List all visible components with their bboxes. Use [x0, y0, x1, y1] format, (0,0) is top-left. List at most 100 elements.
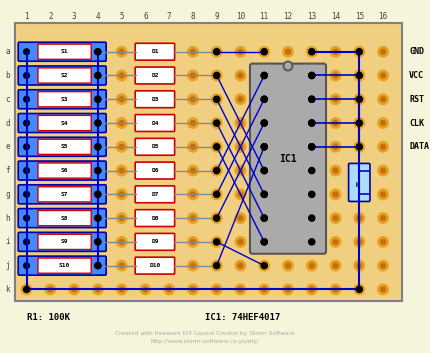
Circle shape: [308, 49, 314, 55]
Circle shape: [329, 70, 340, 81]
FancyBboxPatch shape: [18, 185, 106, 204]
Text: Created with freeware DIY Layout Creator by Storm Software: Created with freeware DIY Layout Creator…: [115, 331, 294, 336]
Circle shape: [166, 192, 171, 197]
Text: h: h: [5, 214, 10, 223]
Circle shape: [258, 165, 269, 176]
Circle shape: [140, 165, 150, 176]
Circle shape: [353, 261, 364, 271]
Text: D2: D2: [151, 73, 158, 78]
Circle shape: [214, 144, 218, 149]
Text: d: d: [5, 119, 10, 127]
FancyBboxPatch shape: [38, 187, 91, 202]
Circle shape: [116, 261, 126, 271]
Circle shape: [24, 73, 29, 78]
Circle shape: [71, 192, 76, 197]
Circle shape: [282, 213, 292, 223]
Circle shape: [187, 70, 198, 81]
Circle shape: [282, 47, 292, 57]
Circle shape: [332, 121, 337, 125]
Circle shape: [95, 263, 101, 269]
Circle shape: [21, 284, 32, 295]
Circle shape: [237, 144, 242, 149]
Circle shape: [235, 142, 245, 152]
Circle shape: [309, 97, 313, 102]
Circle shape: [92, 142, 103, 152]
Circle shape: [24, 168, 29, 173]
Circle shape: [261, 120, 267, 126]
Circle shape: [214, 192, 218, 197]
Circle shape: [285, 63, 290, 69]
Circle shape: [380, 216, 384, 221]
Circle shape: [45, 118, 55, 128]
Circle shape: [306, 94, 316, 104]
Circle shape: [187, 142, 198, 152]
Circle shape: [308, 120, 314, 126]
Circle shape: [261, 239, 267, 245]
Circle shape: [71, 144, 76, 149]
Circle shape: [140, 118, 150, 128]
Circle shape: [24, 191, 29, 197]
Circle shape: [45, 261, 55, 271]
Circle shape: [211, 165, 221, 176]
Circle shape: [71, 216, 76, 221]
Circle shape: [356, 144, 361, 149]
Circle shape: [261, 216, 266, 221]
Circle shape: [190, 287, 195, 292]
Circle shape: [356, 192, 361, 197]
Circle shape: [21, 261, 32, 271]
Circle shape: [143, 97, 147, 102]
Circle shape: [143, 168, 147, 173]
Text: e: e: [5, 142, 10, 151]
Circle shape: [21, 94, 32, 104]
Circle shape: [69, 70, 79, 81]
Circle shape: [214, 73, 218, 78]
Circle shape: [95, 191, 101, 197]
Text: S10: S10: [59, 263, 70, 268]
FancyBboxPatch shape: [18, 256, 106, 275]
Circle shape: [332, 168, 337, 173]
Circle shape: [211, 94, 221, 104]
Circle shape: [95, 192, 100, 197]
Circle shape: [140, 284, 150, 295]
Circle shape: [285, 192, 290, 197]
Circle shape: [163, 142, 174, 152]
Circle shape: [92, 237, 103, 247]
Circle shape: [258, 213, 269, 223]
Circle shape: [353, 142, 364, 152]
Circle shape: [380, 263, 384, 268]
Circle shape: [163, 189, 174, 199]
Circle shape: [285, 121, 290, 125]
Circle shape: [214, 49, 218, 54]
Circle shape: [140, 142, 150, 152]
Circle shape: [309, 239, 313, 244]
Circle shape: [380, 73, 384, 78]
Circle shape: [190, 97, 195, 102]
Circle shape: [285, 49, 290, 54]
Circle shape: [261, 49, 267, 55]
Circle shape: [95, 49, 101, 55]
Circle shape: [140, 237, 150, 247]
Text: 4: 4: [95, 12, 100, 20]
Circle shape: [116, 142, 126, 152]
Circle shape: [190, 263, 195, 268]
Circle shape: [261, 167, 267, 174]
Circle shape: [69, 142, 79, 152]
Circle shape: [353, 189, 364, 199]
Circle shape: [211, 237, 221, 247]
Text: S1: S1: [61, 49, 68, 54]
Text: 8: 8: [190, 12, 195, 20]
Circle shape: [166, 144, 171, 149]
Circle shape: [258, 118, 269, 128]
Circle shape: [95, 121, 100, 125]
Circle shape: [308, 191, 314, 197]
Circle shape: [116, 237, 126, 247]
Circle shape: [45, 189, 55, 199]
Circle shape: [332, 144, 337, 149]
Circle shape: [213, 215, 219, 221]
Text: 14: 14: [330, 12, 339, 20]
Circle shape: [282, 94, 292, 104]
Circle shape: [261, 121, 266, 125]
Circle shape: [92, 118, 103, 128]
Circle shape: [285, 239, 290, 244]
Circle shape: [282, 284, 292, 295]
